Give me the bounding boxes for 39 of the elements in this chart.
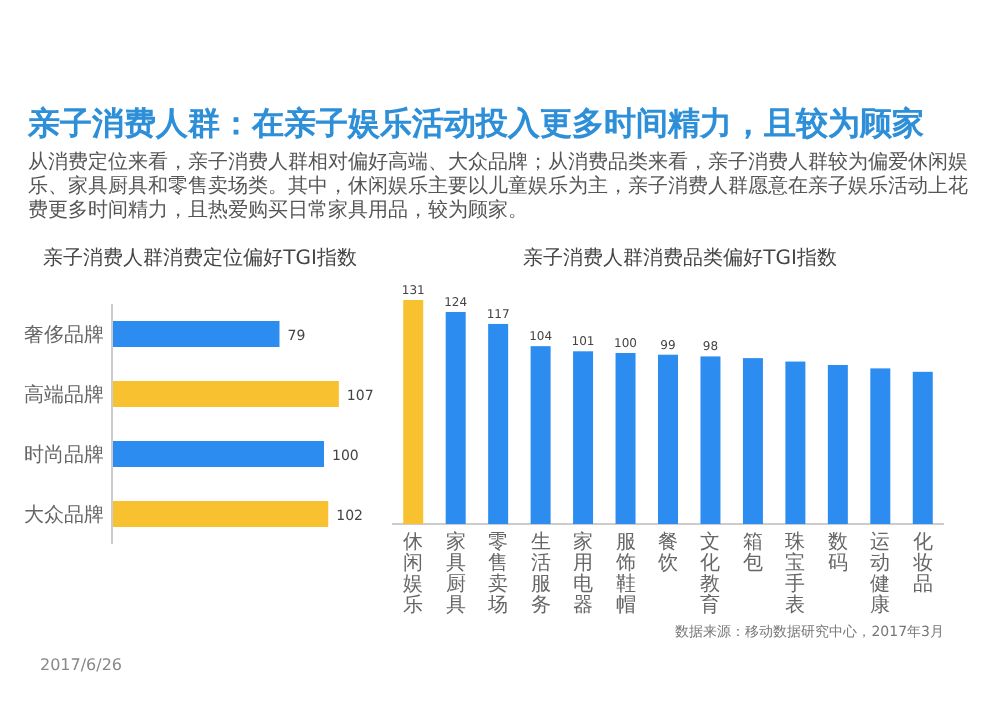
y-tick-label: 大众品牌 (24, 503, 104, 527)
x-tick-label: 文化教育 (700, 530, 721, 617)
text: 从消费定位来看，亲子消费人群相对偏好高端、大众品牌；从消费品类来看，亲子消费人群较为偏爱休闲娱乐、家具厨具和零售卖场类。其中，休闲娱乐主要以儿童娱乐为主，亲子消费人群愿意在亲子娱乐活动上花费更多时间精力，且热爱购买日常家具用品，较为顾家。 (28, 152, 970, 224)
x-tick-label: 餐饮 (656, 530, 678, 575)
x-tick-label: 休闲娱乐 (403, 532, 424, 617)
y-tick-label: 奢侈品牌 (24, 323, 104, 347)
x-tick-label: 家具厨具 (445, 530, 466, 617)
x-tick-label: 生活服务 (530, 530, 551, 617)
chart-title: 亲子消费人群消费定位偏好TGI指数 (43, 246, 357, 270)
chart-title: 亲子消费人群消费品类偏好TGI指数 (523, 246, 837, 270)
bar (112, 321, 280, 347)
x-tick-label: 珠宝手表 (785, 530, 806, 617)
bar (912, 371, 933, 524)
x-tick-label: 零售卖场 (486, 532, 509, 617)
bar (445, 311, 466, 524)
y-tick-label: 时尚品牌 (24, 443, 104, 467)
text: 亲子消费人群：在亲子娱乐活动投入更多时间精力，且较为顾家 (28, 104, 926, 146)
bar (530, 346, 551, 524)
bar (615, 353, 636, 524)
bar (403, 300, 424, 524)
bar (785, 361, 806, 524)
bar (742, 358, 763, 524)
text: 2017/6/26 (40, 656, 123, 674)
x-tick-label: 运动健康 (870, 530, 891, 617)
bar (112, 501, 329, 527)
bar (112, 381, 339, 407)
bar (827, 364, 848, 524)
bar (488, 323, 509, 524)
bar (870, 368, 891, 524)
bar (658, 354, 678, 524)
x-tick-label: 化妆品 (912, 530, 933, 596)
x-tick-label: 箱包 (742, 532, 763, 575)
x-tick-label: 家用电器 (573, 530, 594, 617)
x-tick-label: 服饰鞋帽 (613, 532, 636, 617)
bar (112, 441, 324, 467)
bar (573, 351, 594, 524)
y-tick-label: 高端品牌 (24, 383, 104, 407)
bar (700, 356, 721, 524)
x-tick-label: 数码 (827, 532, 848, 575)
